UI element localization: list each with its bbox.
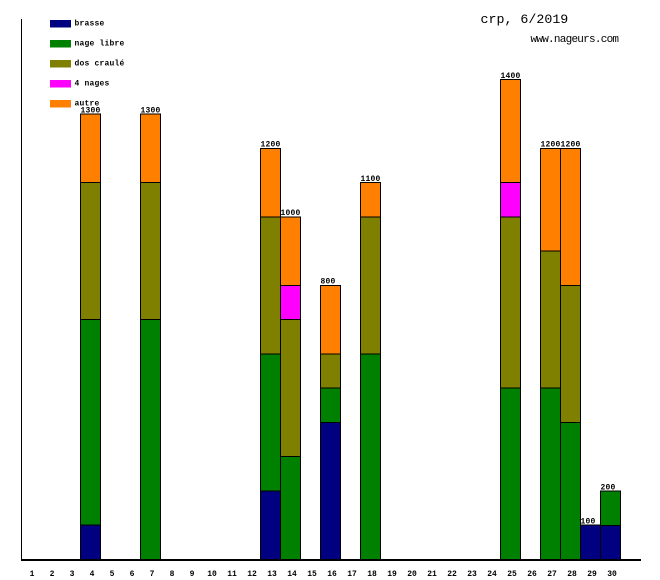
svg-text:28: 28: [567, 570, 577, 579]
svg-text:4: 4: [90, 570, 95, 579]
svg-text:autre: autre: [75, 99, 100, 108]
svg-text:1400: 1400: [501, 72, 521, 81]
svg-text:12: 12: [247, 570, 257, 579]
svg-text:4 nages: 4 nages: [75, 79, 110, 88]
svg-text:crp, 6/2019: crp, 6/2019: [481, 12, 569, 27]
svg-text:23: 23: [467, 570, 477, 579]
svg-text:brasse: brasse: [75, 19, 105, 28]
svg-text:16: 16: [327, 570, 337, 579]
svg-text:25: 25: [507, 570, 517, 579]
svg-text:1000: 1000: [281, 209, 301, 218]
svg-text:6: 6: [130, 570, 135, 579]
svg-text:1: 1: [30, 570, 35, 579]
svg-text:www.nageurs.com: www.nageurs.com: [531, 34, 620, 46]
svg-text:1200: 1200: [261, 141, 281, 150]
svg-text:1300: 1300: [141, 106, 161, 115]
svg-text:13: 13: [267, 570, 277, 579]
svg-text:5: 5: [110, 570, 115, 579]
svg-text:nage libre: nage libre: [75, 39, 125, 48]
svg-text:9: 9: [190, 570, 195, 579]
svg-text:1200: 1200: [541, 141, 561, 150]
svg-text:27: 27: [547, 570, 557, 579]
svg-text:800: 800: [321, 278, 336, 287]
svg-text:15: 15: [307, 570, 317, 579]
svg-text:26: 26: [527, 570, 537, 579]
svg-text:11: 11: [227, 570, 237, 579]
svg-text:7: 7: [150, 570, 155, 579]
svg-text:30: 30: [607, 570, 617, 579]
svg-text:22: 22: [447, 570, 457, 579]
svg-text:1300: 1300: [81, 106, 101, 115]
svg-text:10: 10: [207, 570, 217, 579]
svg-text:8: 8: [170, 570, 175, 579]
svg-text:3: 3: [70, 570, 75, 579]
svg-text:dos craulé: dos craulé: [75, 59, 125, 68]
svg-text:29: 29: [587, 570, 597, 579]
svg-text:100: 100: [581, 518, 596, 527]
svg-text:1200: 1200: [561, 141, 581, 150]
svg-text:2: 2: [50, 570, 55, 579]
svg-text:18: 18: [367, 570, 377, 579]
svg-text:200: 200: [601, 483, 616, 492]
svg-text:14: 14: [287, 570, 297, 579]
svg-text:21: 21: [427, 570, 437, 579]
svg-text:19: 19: [387, 570, 397, 579]
svg-text:24: 24: [487, 570, 497, 579]
svg-text:1100: 1100: [361, 175, 381, 184]
svg-text:20: 20: [407, 570, 417, 579]
svg-text:17: 17: [347, 570, 357, 579]
